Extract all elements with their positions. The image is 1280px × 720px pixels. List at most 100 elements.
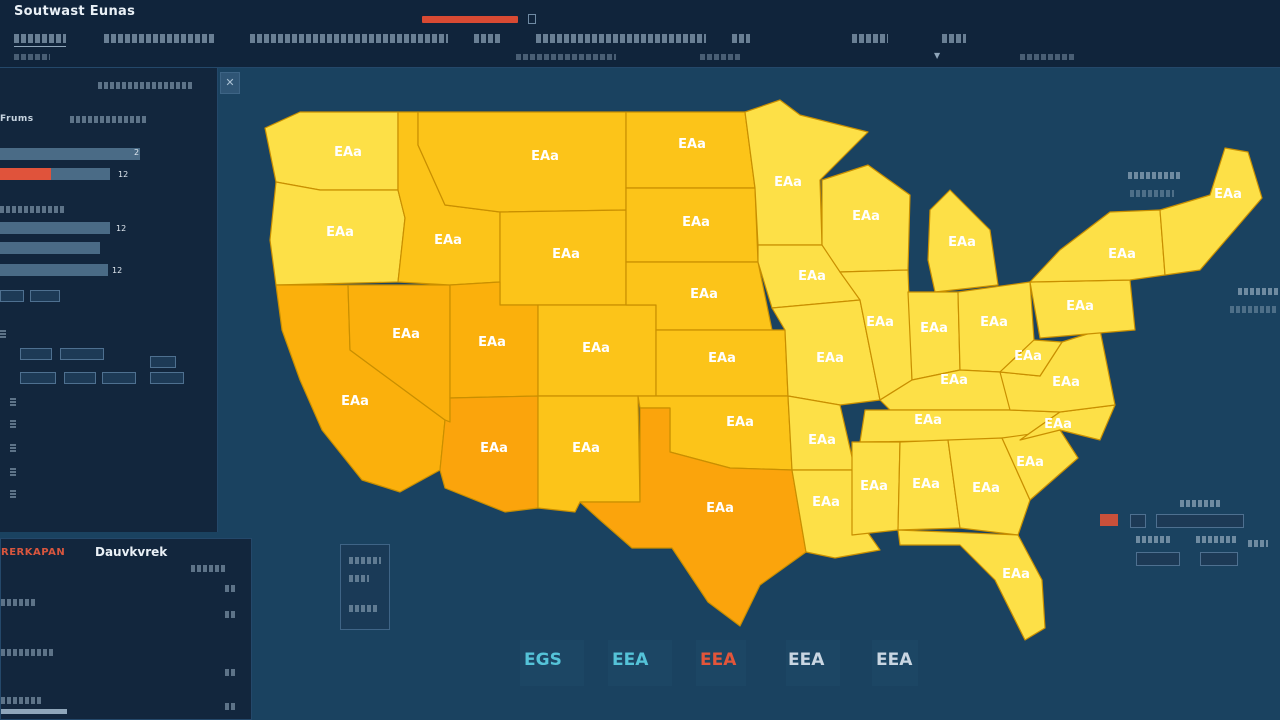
bottom-panel-line-2 bbox=[1, 599, 37, 606]
alert-indicator[interactable] bbox=[422, 16, 518, 23]
row-tick-2 bbox=[10, 398, 16, 406]
menu-item-1[interactable] bbox=[14, 34, 66, 43]
state-wv[interactable] bbox=[999, 339, 1063, 377]
submenu-item-1[interactable] bbox=[14, 54, 50, 60]
state-in[interactable] bbox=[907, 291, 961, 381]
kpi-tile-3[interactable] bbox=[696, 640, 746, 686]
state-label-tn: EAa bbox=[914, 413, 942, 428]
filter-badge-6[interactable] bbox=[20, 372, 56, 384]
filter-badge-5[interactable] bbox=[150, 356, 176, 368]
chevron-down-icon[interactable]: ▼ bbox=[934, 51, 941, 60]
bottom-left-panel: RERKAPAN Dauvkvrek bbox=[0, 538, 252, 720]
menu-item-7[interactable] bbox=[852, 34, 888, 43]
state-label-me: EAa bbox=[1214, 187, 1242, 202]
state-label-ny: EAa bbox=[1108, 247, 1136, 262]
submenu-item-3[interactable] bbox=[700, 54, 740, 60]
filter-badge-7[interactable] bbox=[64, 372, 96, 384]
state-ny[interactable] bbox=[1029, 209, 1166, 283]
kpi-tile-1[interactable] bbox=[520, 640, 584, 686]
row-tick-5 bbox=[10, 468, 16, 476]
right-widget-caption-4 bbox=[1230, 306, 1278, 313]
state-label-tx: EAa bbox=[706, 501, 734, 516]
filter-badge-1[interactable] bbox=[0, 290, 24, 302]
bar-value-3: 12 bbox=[116, 224, 127, 233]
right-widget-toggle-2[interactable] bbox=[1156, 514, 1244, 528]
filter-badge-8[interactable] bbox=[102, 372, 136, 384]
row-tick-3 bbox=[10, 420, 16, 428]
right-widget-caption-8 bbox=[1248, 540, 1268, 547]
state-label-ia: EAa bbox=[798, 269, 826, 284]
bar-value-2: 12 bbox=[118, 170, 129, 179]
right-widget-caption-6 bbox=[1136, 536, 1172, 543]
menu-item-5[interactable] bbox=[536, 34, 706, 43]
bottom-panel-line-4 bbox=[225, 611, 235, 618]
state-label-wa: EAa bbox=[334, 145, 362, 160]
bar-track-5 bbox=[0, 264, 108, 276]
kpi-label-5: EEA bbox=[876, 650, 913, 670]
state-label-il: EAa bbox=[866, 315, 894, 330]
state-label-in: EAa bbox=[920, 321, 948, 336]
state-label-nv: EAa bbox=[392, 327, 420, 342]
kpi-tile-5[interactable] bbox=[872, 640, 918, 686]
submenu-item-4[interactable] bbox=[1020, 54, 1076, 60]
right-widget-caption-3 bbox=[1238, 288, 1278, 295]
right-widget-caption-1 bbox=[1128, 172, 1180, 179]
bottom-panel-tab-active[interactable]: RERKAPAN bbox=[1, 547, 66, 558]
menu-item-8[interactable] bbox=[942, 34, 966, 43]
right-widget-caption-5 bbox=[1180, 500, 1220, 507]
state-label-ut: EAa bbox=[478, 335, 506, 350]
state-mt[interactable] bbox=[417, 111, 627, 213]
panel-collapse-button[interactable]: ✕ bbox=[220, 72, 240, 94]
state-label-wy: EAa bbox=[552, 247, 580, 262]
panel-caption bbox=[98, 82, 194, 89]
right-widget-toggle-4[interactable] bbox=[1200, 552, 1238, 566]
state-label-ga: EAa bbox=[972, 481, 1000, 496]
filter-badge-4[interactable] bbox=[60, 348, 104, 360]
state-label-ms: EAa bbox=[860, 479, 888, 494]
state-wa[interactable] bbox=[264, 111, 399, 191]
menu-item-3[interactable] bbox=[250, 34, 448, 43]
kpi-tile-4[interactable] bbox=[786, 640, 840, 686]
state-fl[interactable] bbox=[897, 529, 1046, 641]
state-label-sd: EAa bbox=[682, 215, 710, 230]
menu-item-6[interactable] bbox=[732, 34, 750, 43]
right-widget-caption-2 bbox=[1130, 190, 1174, 197]
state-label-ky: EAa bbox=[940, 373, 968, 388]
right-widget-alert[interactable] bbox=[1100, 514, 1118, 526]
state-label-mi: EAa bbox=[948, 235, 976, 250]
filter-badge-3[interactable] bbox=[20, 348, 52, 360]
state-ms[interactable] bbox=[851, 441, 901, 536]
filter-badge-9[interactable] bbox=[150, 372, 184, 384]
state-label-va: EAa bbox=[1052, 375, 1080, 390]
bar-fill-2 bbox=[0, 168, 51, 180]
state-label-mt: EAa bbox=[531, 149, 559, 164]
state-mi[interactable] bbox=[927, 189, 999, 293]
state-label-al: EAa bbox=[912, 477, 940, 492]
state-label-mn: EAa bbox=[774, 175, 802, 190]
bottom-panel-tab[interactable]: Dauvkvrek bbox=[95, 545, 168, 559]
right-widget-toggle-1[interactable] bbox=[1130, 514, 1146, 528]
state-tx[interactable] bbox=[579, 407, 807, 627]
menu-item-2[interactable] bbox=[104, 34, 216, 43]
state-label-wi: EAa bbox=[852, 209, 880, 224]
legend-line-3 bbox=[349, 605, 379, 612]
legend-line-2 bbox=[349, 575, 369, 582]
submenu-item-2[interactable] bbox=[516, 54, 616, 60]
alert-close-icon[interactable] bbox=[528, 14, 536, 24]
state-label-ar: EAa bbox=[808, 433, 836, 448]
state-mn[interactable] bbox=[744, 99, 869, 246]
state-me[interactable] bbox=[1159, 147, 1263, 276]
kpi-tile-2[interactable] bbox=[608, 640, 672, 686]
menu-item-4[interactable] bbox=[474, 34, 502, 43]
bottom-panel-line-7 bbox=[1, 697, 41, 704]
state-ga[interactable] bbox=[947, 437, 1031, 536]
state-label-ca: EAa bbox=[341, 394, 369, 409]
bottom-panel-line-5 bbox=[1, 649, 53, 656]
state-nc[interactable] bbox=[1019, 404, 1116, 441]
state-label-pa: EAa bbox=[1066, 299, 1094, 314]
bottom-panel-scrollbar[interactable] bbox=[1, 709, 67, 714]
right-widget-toggle-3[interactable] bbox=[1136, 552, 1180, 566]
filter-badge-2[interactable] bbox=[30, 290, 60, 302]
panel-subheading bbox=[70, 116, 146, 123]
app-title: Soutwast Eunas bbox=[14, 4, 136, 19]
